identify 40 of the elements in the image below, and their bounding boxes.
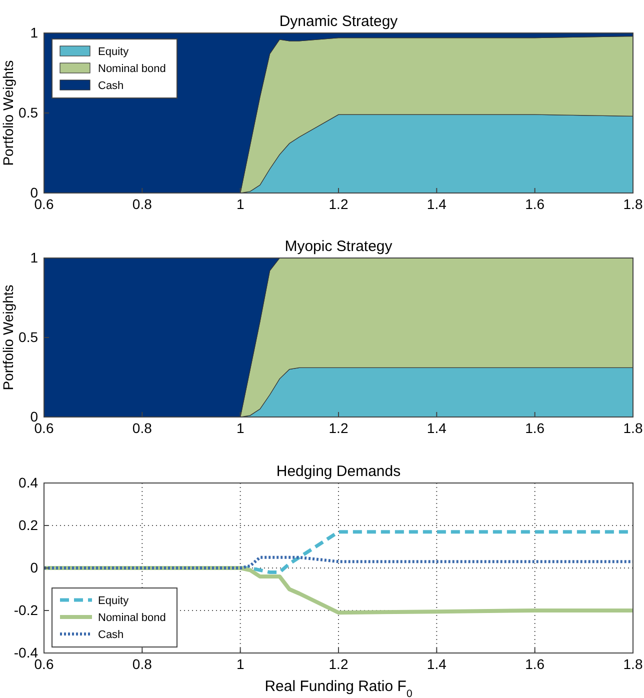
x-tick-label: 1.8: [623, 196, 643, 212]
legend-label: Cash: [98, 629, 124, 641]
y-tick-label: 0.5: [18, 104, 38, 120]
x-tick-label: 1.2: [328, 420, 348, 436]
x-tick-label: 1: [236, 656, 244, 672]
x-tick-label: 0.8: [132, 196, 152, 212]
y-tick-label: 0: [30, 559, 38, 576]
x-tick-label: 1.6: [525, 196, 545, 212]
chart-title: Dynamic Strategy: [279, 13, 398, 30]
y-tick-label: 0.4: [18, 474, 38, 490]
y-tick-label: 0: [30, 408, 38, 424]
x-tick-label: 1.6: [525, 656, 545, 672]
legend-label: Equity: [98, 595, 130, 607]
x-tick-label: 1.4: [426, 656, 447, 672]
x-tick-label: 1.4: [426, 420, 447, 436]
x-tick-label: 1.2: [328, 196, 348, 212]
x-axis-title: Real Funding Ratio F$_{0}$: [264, 678, 412, 698]
chart-title: Myopic Strategy: [284, 238, 393, 255]
y-tick-label: 1: [30, 249, 38, 266]
y-tick-label: 0.5: [18, 328, 38, 345]
x-tick-label: 1: [236, 196, 244, 212]
y-tick-label: 0.2: [18, 516, 38, 533]
legend-label: Cash: [98, 80, 124, 92]
y-axis-title: Portfolio Weights: [0, 284, 16, 390]
y-tick-label: 0: [30, 184, 38, 200]
x-tick-label: 0.8: [132, 656, 152, 672]
x-tick-label: 0.8: [132, 420, 152, 436]
y-tick-label: 1: [30, 24, 38, 40]
legend-label: Nominal bond: [98, 63, 166, 75]
y-axis-title: Portfolio Weights: [0, 60, 16, 166]
x-tick-label: 1: [236, 420, 244, 436]
x-tick-label: 1.2: [328, 656, 348, 672]
x-tick-label: 1.8: [623, 656, 643, 672]
x-tick-label: 1.8: [623, 420, 643, 436]
legend-label: Nominal bond: [98, 612, 166, 624]
legend-label: Equity: [98, 46, 130, 58]
chart-title: Hedging Demands: [276, 463, 401, 480]
y-tick-label: -0.2: [14, 602, 38, 618]
x-tick-label: 1.6: [525, 420, 545, 436]
x-tick-label: 1.4: [426, 196, 447, 212]
